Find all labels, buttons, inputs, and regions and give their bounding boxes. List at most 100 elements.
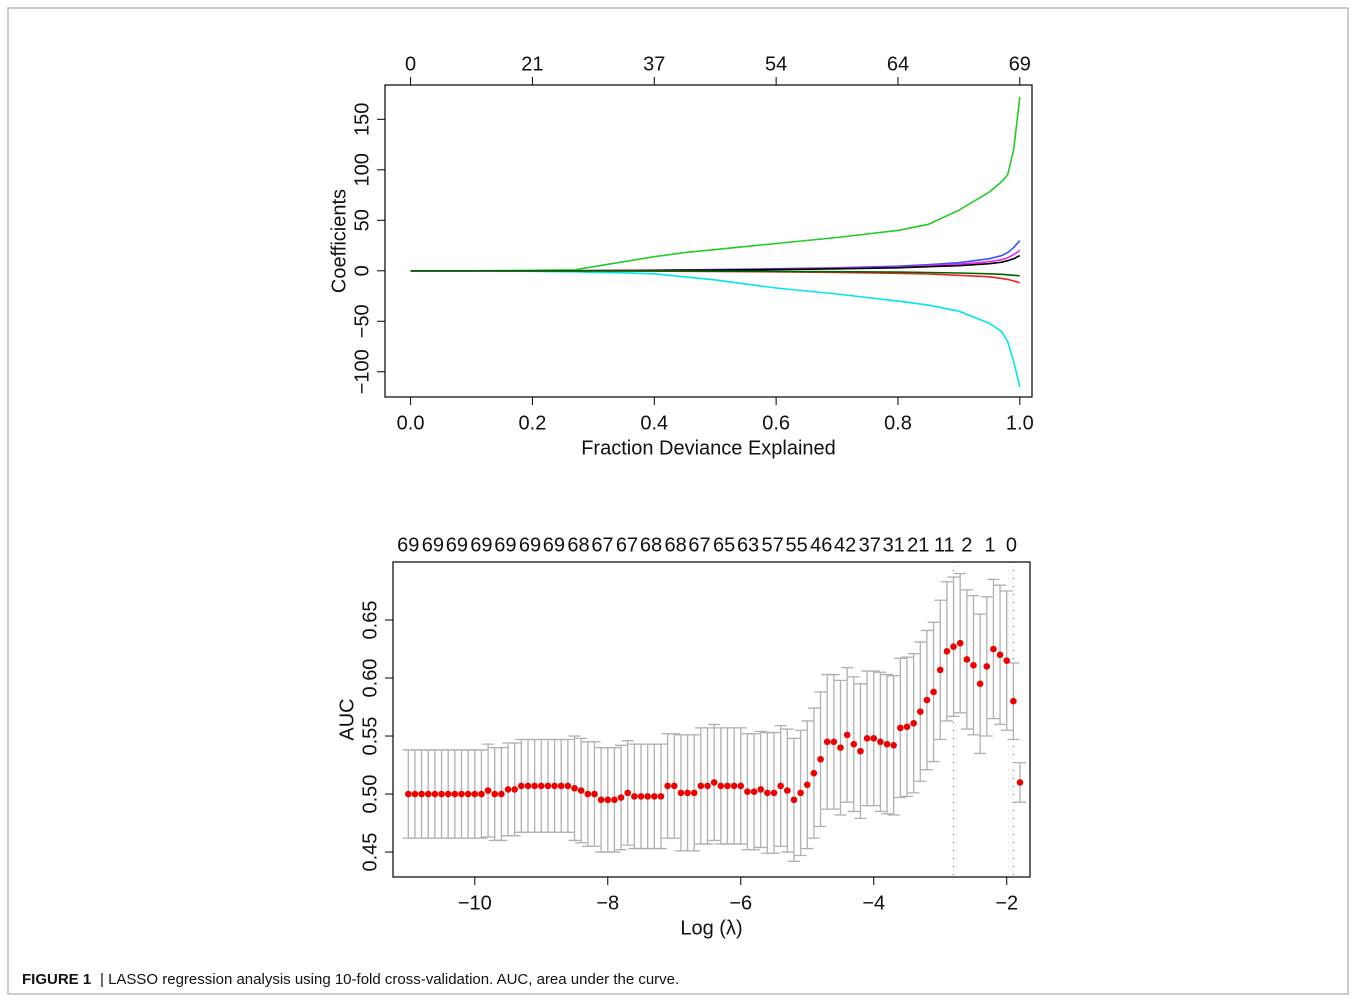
auc-point [677,789,685,797]
auc-point [764,789,771,797]
auc-point [564,782,572,790]
auc-point [943,648,951,655]
auc-point [950,643,957,650]
auc-point [418,790,425,798]
top-tick-label: 31 [883,534,905,556]
y-axis-label: Coefficients [328,189,350,293]
coefficient-path [410,270,1021,388]
auc-point [730,782,738,790]
auc-point [890,742,897,749]
top-tick-label: 21 [521,53,543,75]
auc-point [491,790,499,798]
auc-point [657,793,665,800]
top-tick-label: 11 [934,534,955,556]
auc-point [1010,697,1017,705]
auc-point [770,789,778,797]
auc-point [737,782,745,790]
auc-point [611,796,618,804]
auc-point [883,740,891,748]
top-tick-label: 69 [397,534,419,556]
top-tick-label: 37 [643,53,665,75]
auc-point [910,719,917,727]
auc-point [524,782,532,790]
top-tick-label: 55 [785,534,807,556]
top-tick-label: 0 [405,53,416,75]
auc-point [897,724,904,732]
auc-point [837,744,844,751]
y-tick-label: −100 [351,349,373,394]
top-tick-label: 69 [543,534,565,556]
top-tick-label: 37 [859,534,881,556]
top-tick-label: 46 [810,534,832,556]
top-tick-label: 69 [519,534,541,556]
auc-point [930,688,937,696]
auc-point [531,782,538,790]
auc-point [823,738,831,746]
auc-point [784,787,791,794]
auc-point [757,786,765,793]
x-axis-label: Fraction Deviance Explained [581,437,836,459]
auc-point [710,779,718,786]
auc-point [670,782,678,790]
auc-point [704,782,711,790]
caption-text: | LASSO regression analysis using 10-fol… [100,971,679,988]
top-tick-label: 69 [446,534,468,556]
auc-point [916,708,924,715]
top-tick-label: 69 [470,534,492,556]
auc-point [903,723,911,731]
auc-point [1003,657,1011,664]
y-tick-label: 150 [351,103,373,136]
auc-point [551,782,558,790]
top-tick-label: 57 [762,534,784,556]
auc-point [537,782,545,790]
auc-point [498,790,505,798]
auc-point [597,796,605,804]
x-tick-label: 0.8 [884,412,912,434]
auc-point [557,782,565,790]
x-tick-label: −8 [596,892,619,914]
auc-point [970,661,977,669]
x-tick-label: −6 [729,892,752,914]
auc-point [870,735,878,742]
auc-point [571,784,578,792]
y-axis-label: AUC [336,698,358,740]
auc-point [750,788,758,796]
figure-border [7,7,1349,995]
auc-point [744,788,751,796]
top-tick-label: 67 [616,534,638,556]
coefficient-path [410,254,1021,272]
x-tick-label: 1.0 [1006,412,1034,434]
auc-point [544,782,552,790]
top-tick-label: 69 [494,534,516,556]
auc-point [690,789,698,797]
auc-point [863,735,871,742]
auc-point [591,790,598,798]
auc-point [604,796,612,804]
auc-point [584,790,592,798]
y-tick-label: 0.45 [359,833,381,872]
auc-point [936,666,944,674]
top-tick-label: 21 [907,534,929,556]
auc-point [797,789,804,797]
auc-point [996,651,1004,659]
auc-point [617,794,625,801]
auc-point [830,738,838,746]
auc-point [790,796,798,804]
x-tick-label: −2 [995,892,1018,914]
y-tick-label: 50 [351,209,373,231]
auc-point [404,790,412,798]
auc-point [458,790,465,798]
top-tick-label: 0 [1006,534,1017,556]
auc-point [511,786,518,793]
auc-point [877,738,884,746]
auc-point [451,790,459,798]
auc-point [963,656,971,663]
top-tick-label: 42 [834,534,856,556]
auc-point [651,793,658,800]
top-tick-label: 1 [985,534,996,556]
coefficient-path [410,97,1021,272]
x-tick-label: −10 [458,892,492,914]
y-tick-label: −50 [351,304,373,338]
auc-point [976,680,984,688]
